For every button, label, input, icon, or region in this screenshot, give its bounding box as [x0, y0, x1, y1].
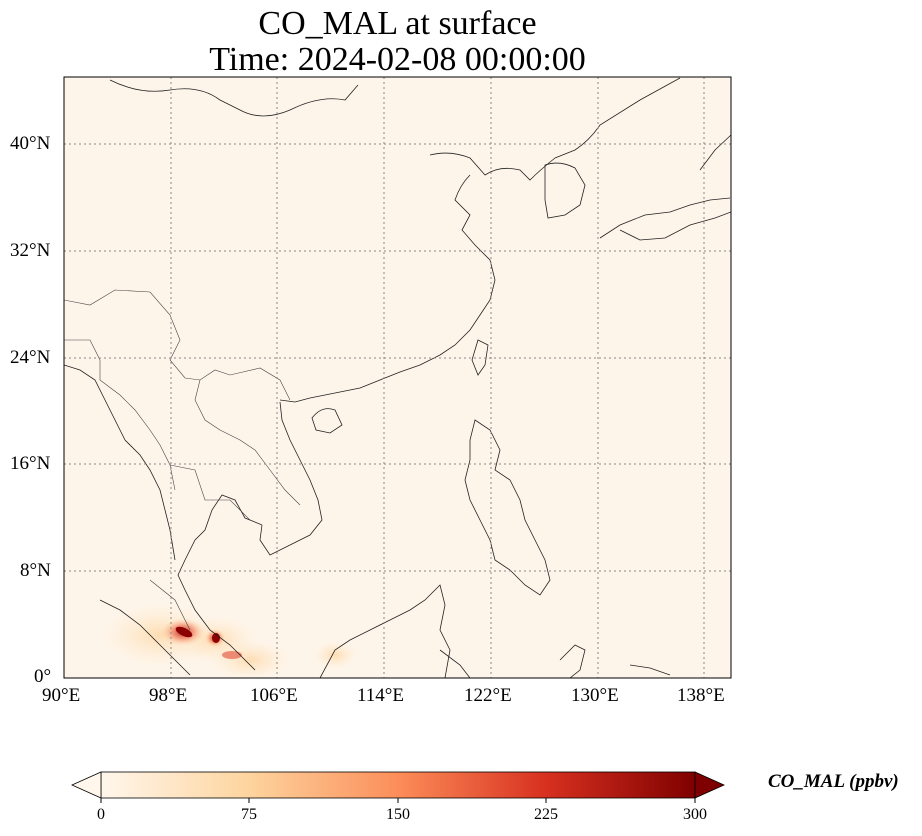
colorbar-extend-low: [71, 771, 102, 799]
lat-tick-label: 0°: [34, 666, 52, 687]
map-subtitle-time: Time: 2024-02-08 00:00:00: [209, 41, 586, 78]
colorbar-tick-label: 300: [683, 806, 707, 823]
map-frame: [63, 76, 732, 679]
co-plume-peak: [175, 626, 193, 638]
colorbar-tick-label: 225: [534, 806, 558, 823]
lon-tick-label: 122°E: [464, 685, 512, 706]
colorbar-tick-label: 150: [386, 806, 410, 823]
country-borders: [64, 289, 301, 631]
map-background: [64, 77, 731, 678]
lat-tick-label: 40°N: [10, 133, 51, 154]
colorbar-tick-label: 75: [241, 806, 257, 823]
colorbar-extend-high: [694, 771, 725, 799]
lon-tick-label: 130°E: [571, 685, 619, 706]
lon-tick-label: 106°E: [250, 685, 298, 706]
colorbar: [71, 771, 725, 803]
colorbar-gradient: [100, 771, 696, 799]
lat-tick-label: 32°N: [10, 240, 51, 261]
coastlines: [64, 77, 731, 678]
lon-tick-label: 90°E: [42, 685, 81, 706]
map-title: CO_MAL at surface: [258, 5, 537, 42]
co-concentration-field: [102, 603, 357, 678]
lon-tick-label: 138°E: [677, 685, 725, 706]
lat-tick-label: 16°N: [10, 453, 51, 474]
lat-tick-label: 24°N: [10, 347, 51, 368]
lat-tick-label: 8°N: [20, 560, 51, 581]
colorbar-label: CO_MAL (ppbv): [768, 771, 899, 792]
colorbar-tick-label: 0: [97, 806, 105, 823]
lon-tick-label: 114°E: [357, 685, 404, 706]
lon-tick-label: 98°E: [149, 685, 188, 706]
gridlines: [64, 77, 731, 678]
